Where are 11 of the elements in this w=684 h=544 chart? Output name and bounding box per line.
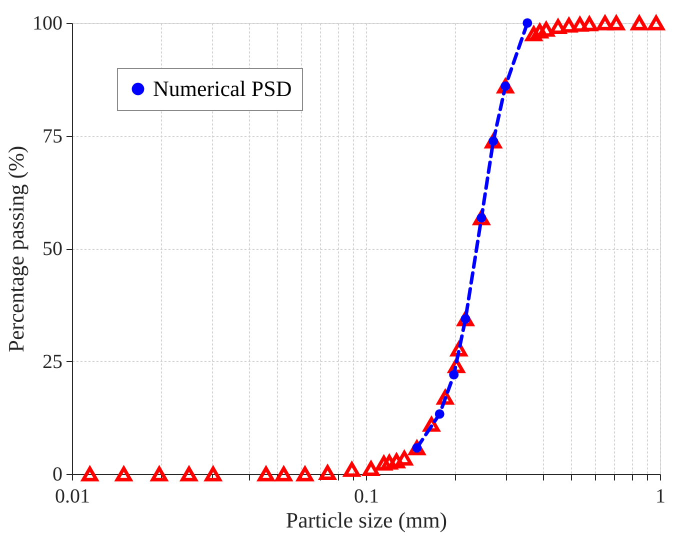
y-tick-label: 0 <box>52 464 62 486</box>
x-tick-label: 0.1 <box>354 486 379 508</box>
y-tick-label: 50 <box>42 238 62 260</box>
y-axis-title: Percentage passing (%) <box>4 146 28 352</box>
legend-label: Numerical PSD <box>153 76 292 101</box>
y-tick-label: 75 <box>42 125 62 148</box>
x-axis-title: Particle size (mm) <box>286 508 448 532</box>
x-tick-label: 0.01 <box>55 486 90 508</box>
y-tick-label: 25 <box>42 350 62 373</box>
y-tick-label: 100 <box>32 12 62 34</box>
x-tick-label: 1 <box>656 486 666 508</box>
